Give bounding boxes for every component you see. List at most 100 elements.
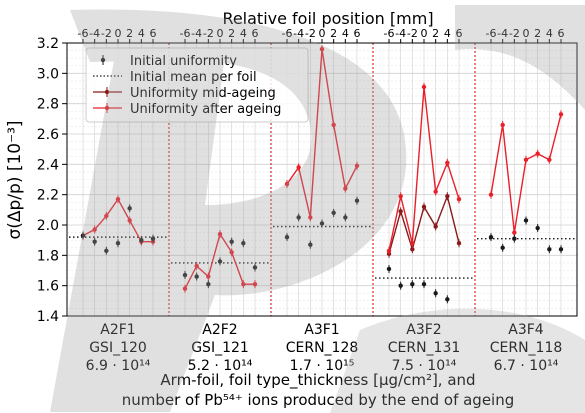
group-foil-label: GSI_120 — [89, 340, 147, 356]
after-ageing-point — [296, 165, 301, 170]
top-tick-label: 6 — [252, 27, 259, 40]
top-tick-label: 6 — [150, 27, 157, 40]
initial-point — [229, 239, 234, 244]
group-foil-label: CERN_118 — [490, 340, 563, 356]
top-tick-label: 0 — [319, 27, 326, 40]
legend-label-mean: Initial mean per foil — [130, 70, 257, 85]
y-tick-label: 3.0 — [37, 66, 59, 82]
y-tick-label: 1.4 — [37, 309, 59, 325]
top-tick-label: 2 — [228, 27, 235, 40]
top-tick-label: 0 — [421, 27, 428, 40]
after-ageing-point — [456, 197, 462, 202]
initial-point — [182, 272, 188, 278]
y-axis-label: σ(Δp/p) [10⁻³] — [5, 120, 25, 239]
after-ageing-point — [410, 241, 415, 246]
after-ageing-point — [386, 248, 392, 253]
group-foil-label: CERN_128 — [286, 340, 359, 356]
group-ions-label: 6.9 · 10¹⁴ — [86, 358, 151, 374]
after-ageing-point — [182, 286, 188, 291]
top-tick-label: 6 — [456, 27, 463, 40]
after-ageing-point — [104, 213, 109, 219]
group-arm-label: A2F1 — [100, 322, 135, 338]
initial-point — [410, 281, 415, 287]
top-tick-label: 4 — [546, 27, 553, 40]
group-ions-label: 5.2 · 10¹⁴ — [188, 358, 253, 374]
top-axis-title: Relative foil position [mm] — [222, 9, 433, 28]
mid-ageing-point — [398, 209, 403, 214]
legend-after-marker — [93, 103, 122, 113]
after-ageing-point — [523, 157, 529, 162]
after-ageing-point — [319, 46, 325, 52]
top-tick-label: 2 — [534, 27, 541, 40]
top-tick-label: 0 — [217, 27, 224, 40]
after-ageing-point — [488, 192, 494, 197]
initial-point — [523, 218, 529, 223]
legend-initial-marker — [100, 55, 106, 65]
group-arm-label: A2F2 — [202, 322, 237, 338]
y-tick-label: 2.6 — [37, 127, 59, 143]
initial-point — [558, 247, 564, 252]
after-ageing-point — [398, 193, 403, 199]
top-tick-label: -6 — [78, 27, 89, 40]
top-tick-label: -4 — [293, 27, 304, 40]
initial-point — [139, 237, 144, 243]
initial-point — [80, 233, 86, 238]
legend: Initial uniformity Initial mean per foil… — [85, 47, 309, 123]
after-ageing-point — [547, 157, 552, 162]
group-arm-label: A3F2 — [406, 322, 441, 338]
top-tick-label: -6 — [486, 27, 497, 40]
after-ageing-point — [558, 112, 564, 117]
y-tick-label: 2.0 — [37, 218, 59, 234]
y-tick-label: 3.2 — [37, 36, 59, 52]
mid-ageing-point — [433, 224, 438, 229]
mid-ageing-point — [456, 241, 462, 246]
top-tick-label: -2 — [101, 27, 112, 40]
top-tick-label: 6 — [354, 27, 361, 40]
initial-point — [217, 259, 223, 264]
data-series — [80, 45, 564, 304]
x-axis-groups: A2F1 GSI_120 6.9 · 10¹⁴ A2F2 GSI_121 5.2 · 10… — [86, 322, 563, 374]
legend-label-initial: Initial uniformity — [130, 54, 237, 69]
initial-point — [398, 283, 403, 288]
initial-point — [206, 281, 211, 287]
y-tick-label: 2.4 — [37, 157, 59, 173]
after-ageing-point — [217, 231, 223, 237]
after-ageing-point — [445, 160, 450, 166]
after-ageing-point — [512, 230, 517, 235]
after-ageing-point — [308, 215, 313, 220]
top-tick-label: -2 — [203, 27, 214, 40]
initial-point — [445, 297, 450, 302]
group-ions-label: 1.7 · 10¹⁵ — [290, 358, 355, 374]
initial-point — [252, 265, 258, 270]
top-tick-label: 4 — [444, 27, 451, 40]
legend-label-after: Uniformity after ageing — [130, 102, 281, 117]
top-tick-label: -6 — [180, 27, 191, 40]
top-tick-label: -2 — [407, 27, 418, 40]
after-ageing-point — [241, 281, 246, 287]
group-ions-label: 7.5 · 10¹⁴ — [392, 358, 457, 374]
after-ageing-point — [354, 163, 360, 169]
initial-point — [547, 247, 552, 252]
top-tick-label: -6 — [282, 27, 293, 40]
after-ageing-point — [331, 122, 336, 128]
top-tick-label: 4 — [240, 27, 247, 40]
top-tick-label: -4 — [191, 27, 202, 40]
after-ageing-point — [500, 122, 505, 128]
group-arm-label: A3F1 — [304, 322, 339, 338]
top-axis: -6 -4 -2 0 2 4 6 -6 -4 -2 0 2 4 6 -6 -4 -2 0 2 4 6 -6 -4 -2 0 2 4 6… — [78, 27, 565, 43]
after-ageing-point — [252, 281, 258, 287]
initial-point — [127, 206, 132, 211]
legend-label-mid: Uniformity mid-ageing — [130, 86, 276, 101]
initial-point — [535, 225, 540, 231]
mid-ageing-point — [421, 204, 427, 209]
after-ageing-point — [535, 151, 540, 156]
initial-point — [343, 215, 348, 220]
top-tick-label: 4 — [342, 27, 349, 40]
after-ageing-point — [194, 263, 199, 269]
top-tick-label: 4 — [138, 27, 145, 40]
group-ions-label: 6.7 · 10¹⁴ — [494, 358, 559, 374]
initial-point — [241, 241, 246, 246]
initial-point — [319, 221, 325, 226]
top-tick-label: -2 — [509, 27, 520, 40]
